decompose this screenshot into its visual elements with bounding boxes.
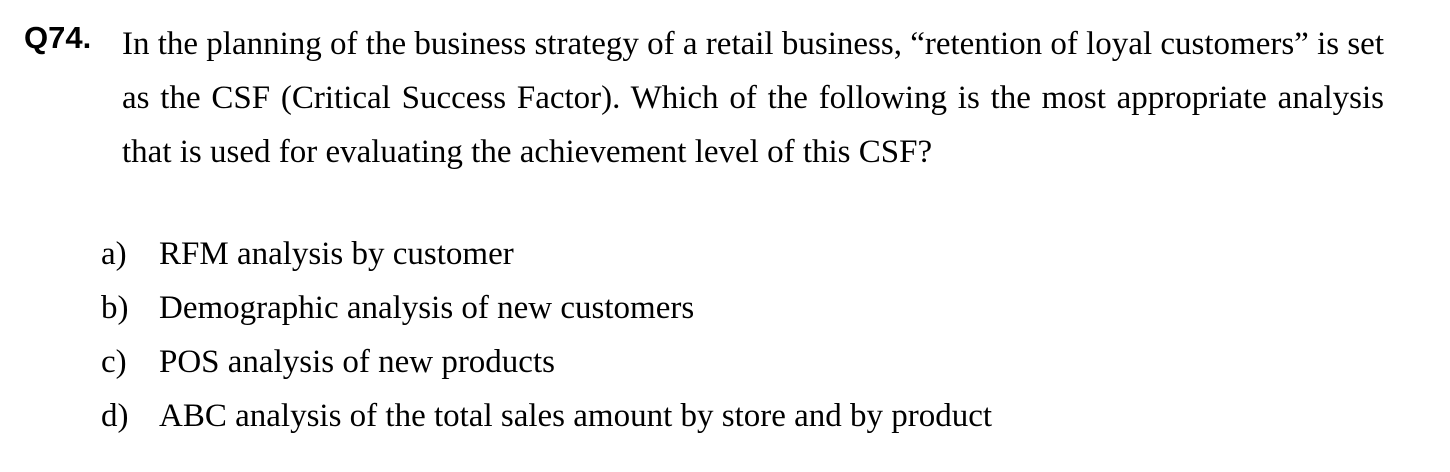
question-text: In the planning of the business strategy… xyxy=(122,26,1384,170)
answer-options: a) RFM analysis by customer b) Demograph… xyxy=(101,227,1401,443)
option-text: POS analysis of new products xyxy=(159,343,555,380)
option-d: d) ABC analysis of the total sales amoun… xyxy=(101,389,1401,443)
option-text: RFM analysis by customer xyxy=(159,235,514,272)
question-number: Q74. xyxy=(24,20,92,55)
option-text: Demographic analysis of new customers xyxy=(159,289,695,326)
option-letter: c) xyxy=(101,343,127,380)
option-letter: b) xyxy=(101,289,129,326)
option-letter: d) xyxy=(101,397,129,434)
option-letter: a) xyxy=(101,235,127,272)
option-b: b) Demographic analysis of new customers xyxy=(101,281,1401,335)
option-text: ABC analysis of the total sales amount b… xyxy=(159,397,993,434)
option-a: a) RFM analysis by customer xyxy=(101,227,1401,281)
option-c: c) POS analysis of new products xyxy=(101,335,1401,389)
